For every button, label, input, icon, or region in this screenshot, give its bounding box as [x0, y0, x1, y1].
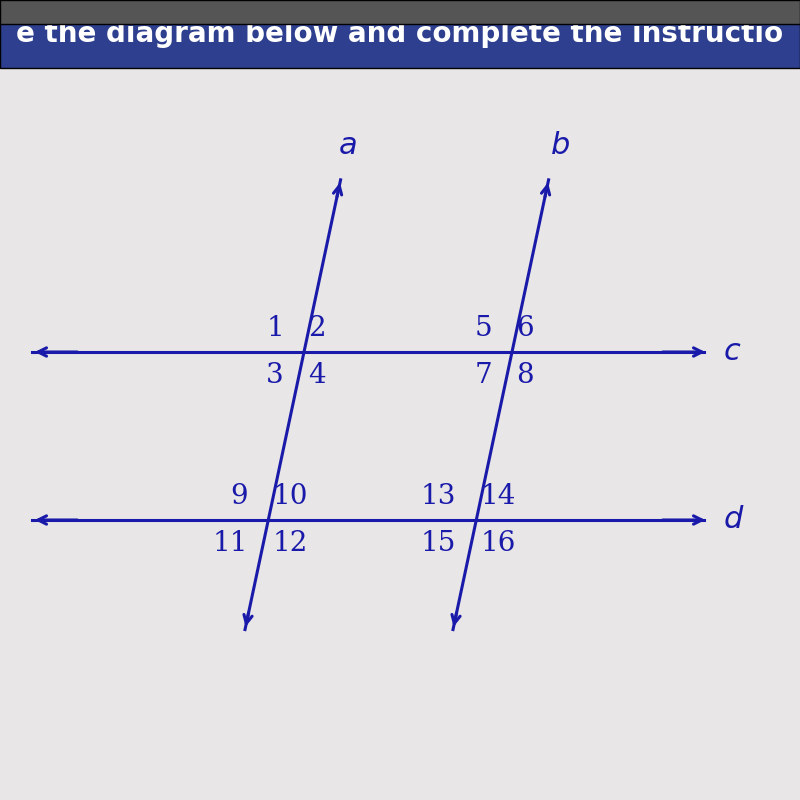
Text: 1: 1 [266, 315, 284, 342]
Text: e the diagram below and complete the instructio: e the diagram below and complete the ins… [17, 20, 783, 48]
Text: 6: 6 [516, 315, 534, 342]
Text: 4: 4 [308, 362, 326, 389]
Text: b: b [551, 131, 570, 160]
Text: 2: 2 [308, 315, 326, 342]
Text: d: d [724, 506, 743, 534]
Text: 12: 12 [272, 530, 308, 557]
Text: 15: 15 [421, 530, 456, 557]
Text: 8: 8 [516, 362, 534, 389]
Text: 3: 3 [266, 362, 284, 389]
FancyBboxPatch shape [0, 0, 800, 68]
Text: 14: 14 [480, 483, 516, 510]
Text: 16: 16 [480, 530, 516, 557]
Text: c: c [724, 338, 741, 366]
Text: 5: 5 [474, 315, 492, 342]
FancyBboxPatch shape [0, 0, 800, 24]
Text: 11: 11 [213, 530, 248, 557]
Text: a: a [339, 131, 358, 160]
Text: 7: 7 [474, 362, 492, 389]
Text: 10: 10 [272, 483, 308, 510]
Text: 9: 9 [230, 483, 248, 510]
Text: 13: 13 [421, 483, 456, 510]
